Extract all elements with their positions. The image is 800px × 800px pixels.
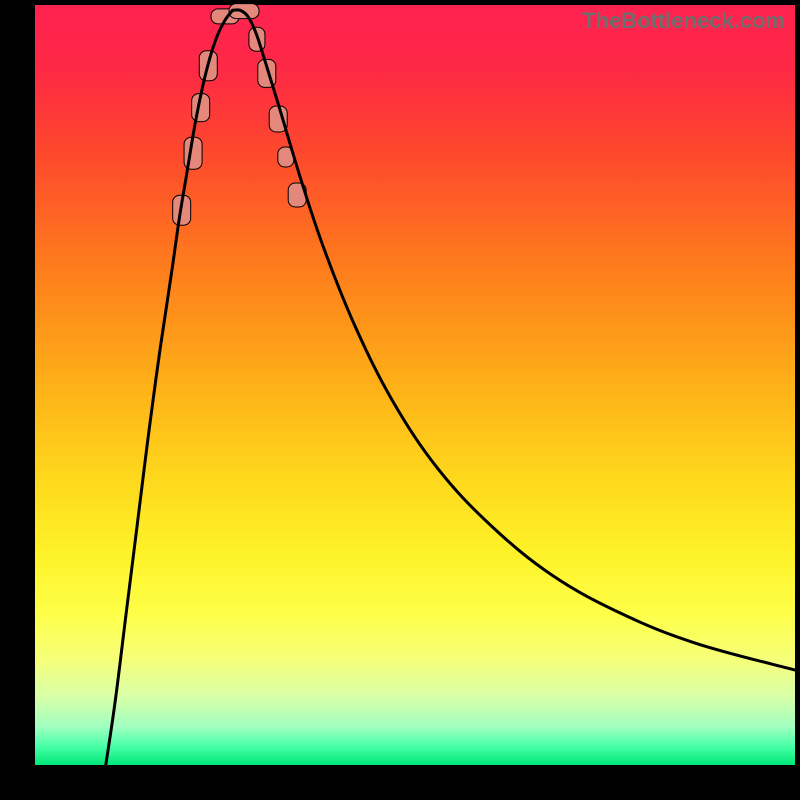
plot-area: TheBottleneck.com bbox=[35, 5, 795, 765]
curve-layer bbox=[35, 5, 795, 765]
curve-left-branch bbox=[103, 10, 232, 780]
curve-right-branch bbox=[233, 10, 795, 670]
marker-group bbox=[173, 4, 307, 226]
watermark-text: TheBottleneck.com bbox=[582, 8, 785, 34]
chart-frame: TheBottleneck.com bbox=[0, 0, 800, 800]
